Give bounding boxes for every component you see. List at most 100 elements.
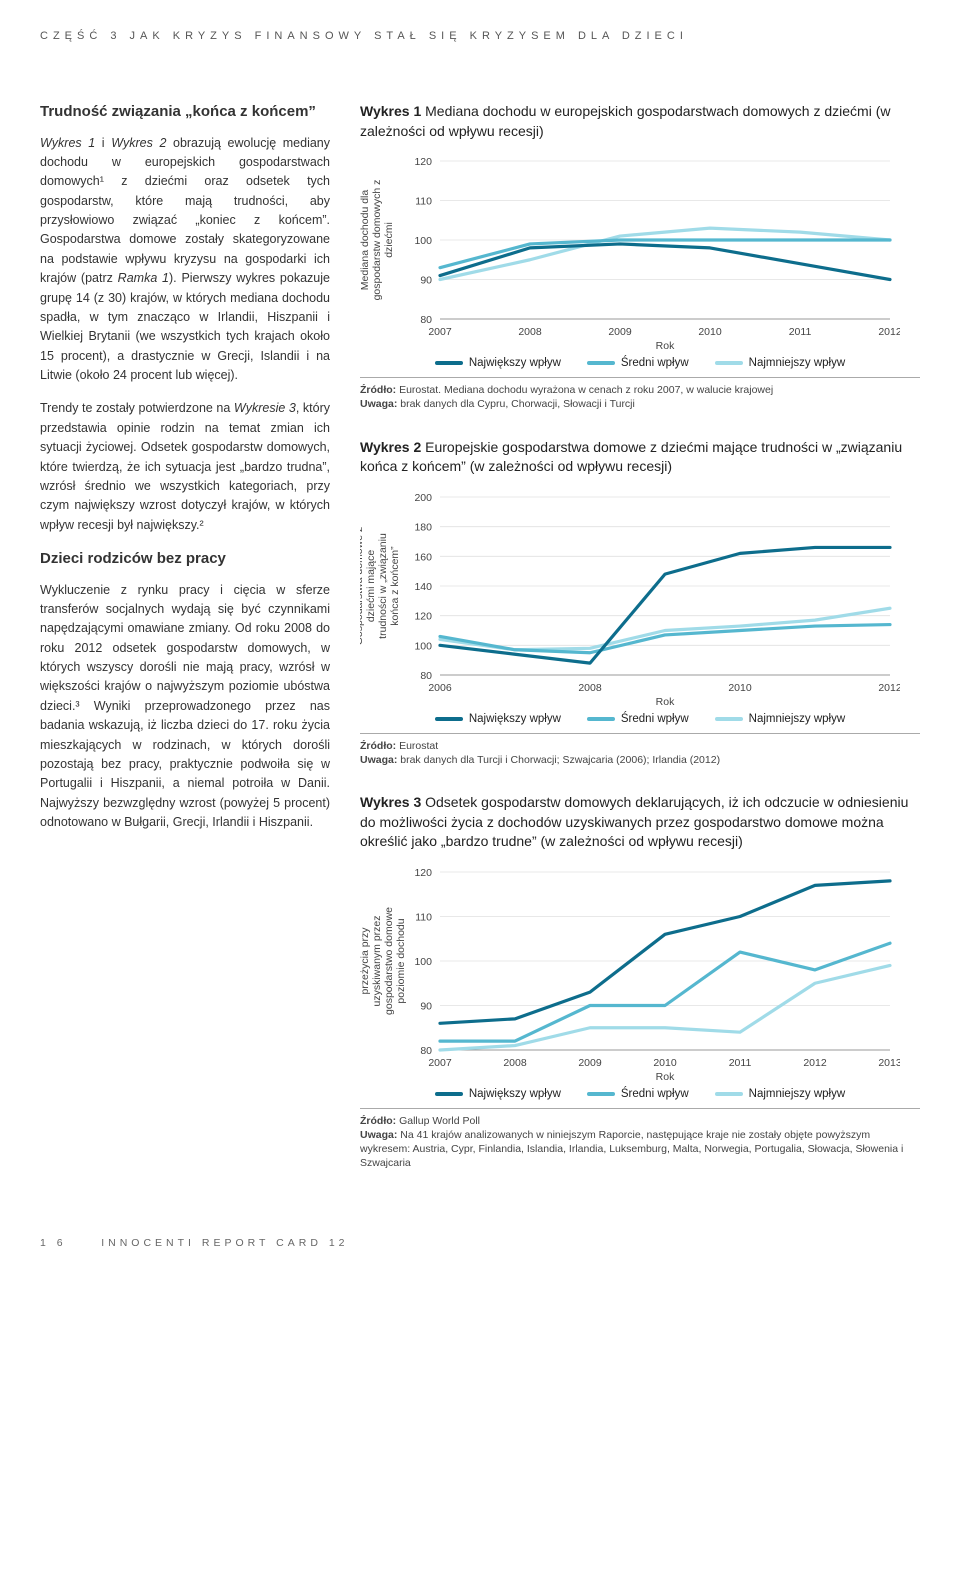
svg-text:80: 80 [420, 1045, 432, 1057]
chart2-title-bold: Wykres 2 [360, 439, 421, 455]
svg-text:Rok: Rok [656, 1071, 675, 1082]
legend-label-largest: Największy wpływ [469, 357, 561, 369]
svg-text:2013: 2013 [878, 1057, 900, 1069]
svg-text:90: 90 [420, 1000, 432, 1012]
legend-medium: Średni wpływ [587, 1088, 689, 1100]
svg-text:2009: 2009 [608, 326, 632, 338]
svg-text:110: 110 [415, 196, 432, 208]
svg-text:Mediana dochodu dlagospodarstw: Mediana dochodu dlagospodarstw domowych … [360, 180, 395, 301]
chart2-note-label: Uwaga: [360, 754, 397, 766]
chart-2: Wykres 2 Europejskie gospodarstwa domowe… [360, 438, 920, 768]
para-1: Wykres 1 i Wykres 2 obrazują ewolucję me… [40, 134, 330, 386]
chart2-title: Wykres 2 Europejskie gospodarstwa domowe… [360, 438, 920, 477]
chart3-title-text: Odsetek gospodarstw domowych deklarujący… [360, 794, 908, 849]
page-header: CZĘŚĆ 3 JAK KRYZYS FINANSOWY STAŁ SIĘ KR… [40, 30, 920, 42]
para-3: Wykluczenie z rynku pracy i cięcia w sfe… [40, 581, 330, 833]
p2-span-a: Trendy te zostały potwierdzone na [40, 401, 234, 415]
p1-span-b: i [95, 136, 111, 150]
page-footer: 1 6 INNOCENTI REPORT CARD 12 [40, 1237, 920, 1249]
p1-span-d: obrazują ewolucję mediany dochodu w euro… [40, 136, 330, 286]
chart3-note-text: Na 41 krajów analizowanych w niniejszym … [360, 1129, 903, 1169]
chart2-source: Źródło: Eurostat Uwaga: brak danych dla … [360, 733, 920, 767]
legend-largest: Największy wpływ [435, 1088, 561, 1100]
svg-text:100: 100 [414, 640, 432, 652]
legend-largest: Największy wpływ [435, 357, 561, 369]
chart3-title: Wykres 3 Odsetek gospodarstw domowych de… [360, 793, 920, 852]
chart3-source-label: Źródło: [360, 1115, 396, 1127]
svg-text:2009: 2009 [578, 1057, 602, 1069]
legend-swatch-largest [435, 361, 463, 365]
svg-text:100: 100 [414, 235, 432, 247]
svg-text:140: 140 [414, 581, 432, 593]
chart3-note-label: Uwaga: [360, 1129, 397, 1141]
svg-text:2011: 2011 [729, 1057, 752, 1069]
svg-text:200: 200 [414, 492, 432, 504]
svg-text:180: 180 [414, 521, 432, 533]
chart1-title: Wykres 1 Mediana dochodu w europejskich … [360, 102, 920, 141]
legend-smallest: Najmniejszy wpływ [715, 1088, 846, 1100]
svg-text:160: 160 [414, 551, 432, 563]
svg-text:2012: 2012 [878, 682, 900, 694]
section-heading-2: Dzieci rodziców bez pracy [40, 549, 330, 569]
svg-text:Rok: Rok [656, 696, 675, 707]
legend-smallest: Najmniejszy wpływ [715, 357, 846, 369]
chart1-note-text: brak danych dla Cypru, Chorwacji, Słowac… [397, 398, 635, 410]
svg-text:80: 80 [420, 670, 432, 682]
chart2-svg: 801001201401601802002006200820102012RokG… [360, 487, 900, 707]
chart3-legend: Największy wpływ Średni wpływ Najmniejsz… [360, 1088, 920, 1100]
svg-text:2006: 2006 [428, 682, 452, 694]
right-column: Wykres 1 Mediana dochodu w europejskich … [360, 102, 920, 1197]
para-2: Trendy te zostały potwierdzone na Wykres… [40, 399, 330, 535]
legend-largest: Największy wpływ [435, 713, 561, 725]
legend-swatch-smallest [715, 717, 743, 721]
legend-label-medium: Średni wpływ [621, 713, 689, 725]
svg-text:Gospodarstwa domowe zdziećmi m: Gospodarstwa domowe zdziećmi mającetrudn… [360, 526, 401, 644]
legend-medium: Średni wpływ [587, 713, 689, 725]
svg-text:2007: 2007 [428, 326, 452, 338]
svg-text:Duże trudnościprzeżycia przyuz: Duże trudnościprzeżycia przyuzyskiwanym … [360, 907, 407, 1015]
svg-text:Rok: Rok [656, 340, 675, 351]
legend-swatch-medium [587, 717, 615, 721]
chart2-note-text: brak danych dla Turcji i Chorwacji; Szwa… [397, 754, 720, 766]
svg-text:2008: 2008 [518, 326, 542, 338]
section-heading-1: Trudność związania „końca z końcem” [40, 102, 330, 122]
chart3-svg: 8090100110120200720082009201020112012201… [360, 862, 900, 1082]
chart3-source: Źródło: Gallup World Poll Uwaga: Na 41 k… [360, 1108, 920, 1171]
svg-text:120: 120 [414, 867, 432, 879]
legend-swatch-smallest [715, 1092, 743, 1096]
p1-italic-c: Wykres 2 [111, 136, 166, 150]
chart-3: Wykres 3 Odsetek gospodarstw domowych de… [360, 793, 920, 1170]
legend-medium: Średni wpływ [587, 357, 689, 369]
p2-span-c: , który przedstawia opinie rodzin na tem… [40, 401, 330, 531]
svg-text:2008: 2008 [578, 682, 602, 694]
chart2-legend: Największy wpływ Średni wpływ Najmniejsz… [360, 713, 920, 725]
svg-text:110: 110 [415, 911, 432, 923]
chart1-title-bold: Wykres 1 [360, 103, 421, 119]
chart1-title-text: Mediana dochodu w europejskich gospodars… [360, 103, 890, 139]
chart1-source: Źródło: Eurostat. Mediana dochodu wyrażo… [360, 377, 920, 411]
legend-label-smallest: Najmniejszy wpływ [749, 1088, 846, 1100]
legend-label-largest: Największy wpływ [469, 713, 561, 725]
chart-1: Wykres 1 Mediana dochodu w europejskich … [360, 102, 920, 412]
chart1-note-label: Uwaga: [360, 398, 397, 410]
chart1-svg: 8090100110120200720082009201020112012Rok… [360, 151, 900, 351]
svg-text:2010: 2010 [728, 682, 752, 694]
legend-label-largest: Największy wpływ [469, 1088, 561, 1100]
chart2-source-label: Źródło: [360, 740, 396, 752]
p1-span-f: ). Pierwszy wykres pokazuje grupę 14 (z … [40, 271, 330, 382]
chart1-legend: Największy wpływ Średni wpływ Najmniejsz… [360, 357, 920, 369]
legend-label-smallest: Najmniejszy wpływ [749, 357, 846, 369]
legend-swatch-smallest [715, 361, 743, 365]
svg-text:90: 90 [420, 275, 432, 287]
legend-swatch-largest [435, 717, 463, 721]
svg-text:2012: 2012 [878, 326, 900, 338]
svg-text:120: 120 [414, 156, 432, 168]
svg-text:2011: 2011 [789, 326, 812, 338]
legend-swatch-largest [435, 1092, 463, 1096]
svg-text:2012: 2012 [803, 1057, 827, 1069]
p1-italic-a: Wykres 1 [40, 136, 95, 150]
chart3-title-bold: Wykres 3 [360, 794, 421, 810]
svg-text:2010: 2010 [698, 326, 722, 338]
legend-smallest: Najmniejszy wpływ [715, 713, 846, 725]
legend-label-medium: Średni wpływ [621, 1088, 689, 1100]
